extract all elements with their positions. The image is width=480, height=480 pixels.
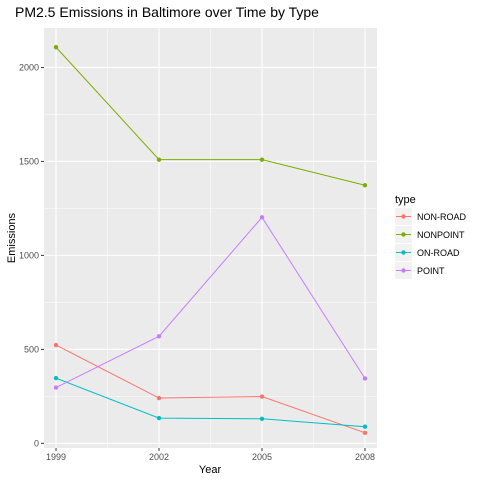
series-layer xyxy=(53,45,368,436)
series-line xyxy=(55,377,366,428)
legend-key-point xyxy=(401,268,406,273)
data-point xyxy=(156,334,162,339)
data-point xyxy=(259,215,265,220)
legend-label: POINT xyxy=(417,266,445,276)
x-axis-title: Year xyxy=(199,464,222,476)
series-line xyxy=(55,216,366,388)
data-point xyxy=(259,416,265,421)
data-point xyxy=(362,430,368,436)
data-point xyxy=(259,157,265,162)
series-point xyxy=(53,215,368,390)
data-point xyxy=(362,183,368,188)
data-point xyxy=(156,157,162,162)
y-tick-label: 1500 xyxy=(19,156,39,166)
legend-key-point xyxy=(401,250,406,255)
axes: 0 500 1000 1500 2000 1999 2002 2005 2008 xyxy=(19,62,375,462)
data-point xyxy=(53,342,59,348)
grid-lines xyxy=(44,28,377,448)
x-tick-label: 1999 xyxy=(46,452,66,462)
legend-key-point xyxy=(401,232,406,237)
y-tick-label: 2000 xyxy=(19,62,39,72)
legend-title: type xyxy=(395,194,416,206)
legend-key-point xyxy=(401,214,406,219)
legend-item: NONPOINT xyxy=(395,226,465,243)
x-tick-label: 2002 xyxy=(149,452,169,462)
series-nonpoint xyxy=(53,45,368,188)
legend: type NON-ROAD NONPOINT ON-ROAD POINT xyxy=(395,194,466,279)
data-point xyxy=(53,385,59,390)
series-non-road xyxy=(53,342,368,436)
legend-label: NON-ROAD xyxy=(417,212,466,222)
series-line xyxy=(55,344,366,434)
data-point xyxy=(53,375,59,381)
data-point xyxy=(53,45,59,50)
data-point xyxy=(156,395,162,401)
x-tick-label: 2005 xyxy=(252,452,272,462)
legend-item: ON-ROAD xyxy=(395,244,460,261)
chart-title: PM2.5 Emissions in Baltimore over Time b… xyxy=(15,4,319,20)
data-point xyxy=(362,424,368,429)
y-tick-label: 500 xyxy=(24,344,39,354)
y-axis-title: Emissions xyxy=(6,212,18,263)
series-on-road xyxy=(53,375,368,429)
legend-item: NON-ROAD xyxy=(395,208,466,225)
y-tick-label: 1000 xyxy=(19,250,39,260)
y-tick-label: 0 xyxy=(34,438,39,448)
data-point xyxy=(259,394,265,399)
legend-label: NONPOINT xyxy=(417,230,465,240)
data-point xyxy=(156,415,162,421)
legend-label: ON-ROAD xyxy=(417,248,460,258)
series-line xyxy=(55,46,366,186)
x-tick-label: 2008 xyxy=(355,452,375,462)
legend-item: POINT xyxy=(395,262,445,279)
data-point xyxy=(362,376,368,381)
